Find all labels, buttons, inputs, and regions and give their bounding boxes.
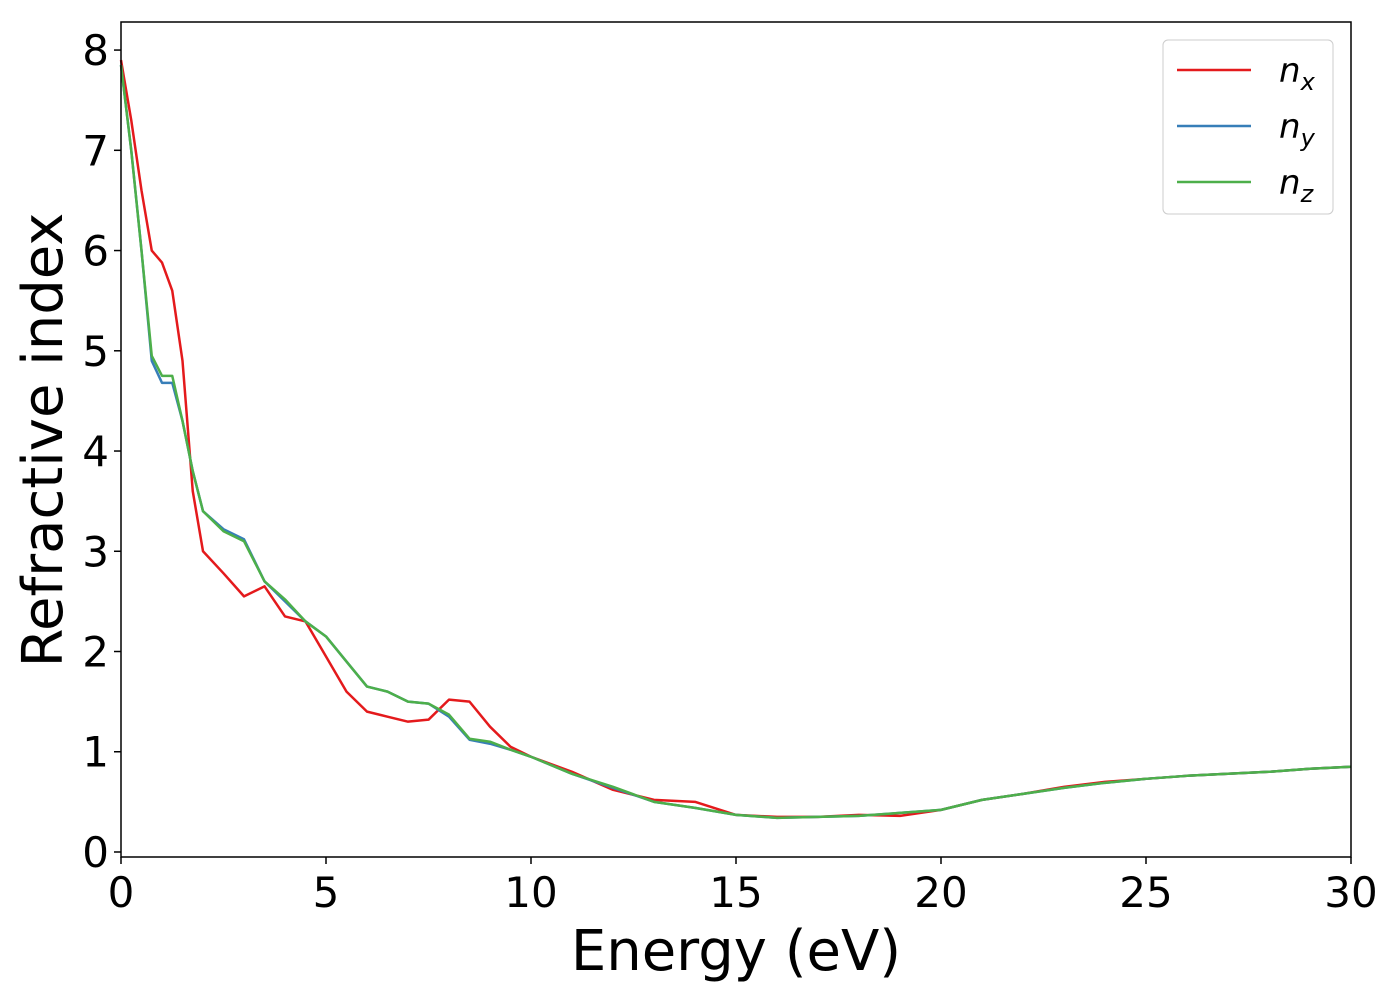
- x-tick-label: 25: [1119, 868, 1172, 917]
- y-tick-label: 4: [82, 427, 109, 476]
- x-tick-label: 15: [709, 868, 762, 917]
- plot-frame: [120, 21, 1352, 858]
- y-tick-label: 0: [82, 828, 109, 877]
- x-tick-label: 30: [1324, 868, 1377, 917]
- x-tick-label: 20: [914, 868, 967, 917]
- x-tick-label: 0: [108, 868, 135, 917]
- y-tick-label: 1: [82, 728, 109, 777]
- series-line: [119, 64, 1352, 820]
- legend-label: nx: [1279, 51, 1316, 96]
- y-tick-label: 8: [82, 26, 109, 75]
- x-tick-label: 10: [504, 868, 557, 917]
- y-axis-label: Refractive index: [11, 213, 76, 668]
- x-axis-label: Energy (eV): [571, 919, 901, 984]
- y-tick-label: 3: [82, 527, 109, 576]
- legend-label: ny: [1279, 107, 1316, 152]
- y-tick-label: 5: [82, 327, 109, 376]
- y-tick-label: 7: [82, 126, 109, 175]
- y-tick-label: 6: [82, 227, 109, 276]
- x-tick-label: 5: [313, 868, 340, 917]
- y-tick-label: 2: [82, 628, 109, 677]
- legend-label: nz: [1279, 163, 1315, 208]
